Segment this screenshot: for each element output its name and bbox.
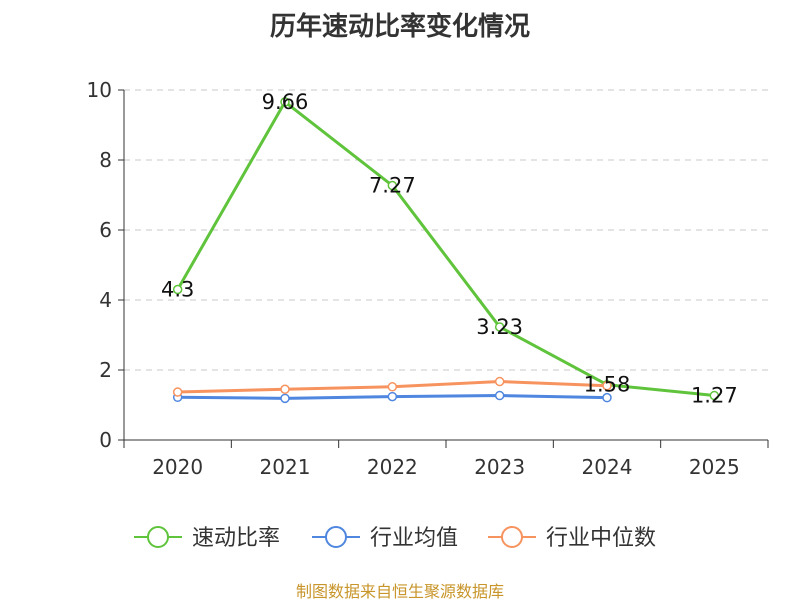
- y-tick-label: 10: [87, 78, 112, 102]
- data-point: [172, 284, 183, 295]
- data-point: [280, 384, 290, 394]
- legend-label: 速动比率: [192, 526, 280, 551]
- data-point: [280, 97, 290, 107]
- x-tick-label: 2024: [582, 455, 633, 479]
- data-point: [387, 382, 398, 392]
- gridlines: [124, 89, 768, 371]
- legend-label: 行业均值: [370, 526, 458, 551]
- y-tick-label: 2: [99, 358, 112, 382]
- legend-label: 行业中位数: [546, 526, 656, 551]
- axes: 0 2 4 6 8 10 2020 2021 2022 2023 2024 2025: [87, 78, 769, 479]
- series-line: [176, 100, 715, 398]
- data-point: [172, 387, 183, 397]
- y-tick-label: 4: [99, 288, 112, 312]
- data-point: [494, 322, 505, 332]
- data-point: [494, 376, 505, 387]
- x-tick-label: 2025: [689, 455, 740, 479]
- data-label: 9.66: [262, 90, 309, 114]
- y-tick-label: 0: [99, 428, 112, 452]
- chart-title: 历年速动比率变化情况: [269, 12, 530, 42]
- data-point: [280, 393, 290, 404]
- data-point: [602, 392, 612, 403]
- legend-marker: [501, 526, 523, 548]
- data-label: 1.58: [584, 373, 631, 397]
- data-point: [387, 180, 398, 191]
- data-point: [709, 390, 720, 401]
- source-note: 制图数据来自恒生聚源数据库: [295, 582, 504, 601]
- x-tick-label: 2023: [474, 455, 525, 479]
- data-point: [602, 381, 612, 391]
- data-label: 1.27: [691, 384, 738, 408]
- data-label: 4.3: [161, 278, 194, 302]
- y-tick-label: 8: [99, 148, 112, 172]
- data-labels: 4.3 9.66 7.27 3.23 1.58 1.27: [161, 90, 738, 408]
- data-point: [387, 391, 398, 402]
- legend: 速动比率 行业均值 行业中位数: [134, 526, 656, 551]
- data-label: 7.27: [369, 174, 416, 198]
- legend-marker: [325, 526, 347, 548]
- data-point: [494, 390, 505, 401]
- legend-marker: [147, 526, 169, 548]
- y-tick-label: 6: [99, 218, 112, 242]
- series: [172, 97, 720, 404]
- x-tick-label: 2021: [260, 455, 311, 479]
- x-tick-label: 2020: [152, 455, 203, 479]
- x-tick-label: 2022: [367, 455, 418, 479]
- data-label: 3.23: [476, 315, 523, 339]
